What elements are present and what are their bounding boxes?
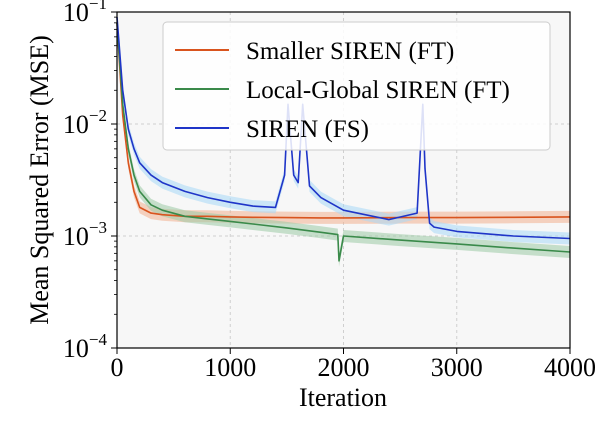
y-axis-label: Mean Squared Error (MSE)	[25, 35, 54, 325]
x-tick-label: 0	[111, 353, 124, 382]
x-axis-label: Iteration	[299, 383, 387, 412]
y-tick-label: 10−2	[63, 106, 107, 139]
legend-entry-label: SIREN (FS)	[246, 116, 369, 143]
legend-box	[162, 21, 551, 151]
plot-frame	[116, 11, 571, 349]
legend-entry-label: Smaller SIREN (FT)	[246, 38, 454, 65]
y-tick-label: 10−4	[63, 330, 108, 363]
y-tick-label: 10−1	[63, 0, 107, 27]
series-line-0	[116, 22, 571, 219]
series-line-1	[116, 22, 571, 262]
y-tick-label: 10−3	[63, 218, 107, 251]
x-axis-ticks: 0 1000 2000 3000 4000	[111, 348, 596, 382]
x-tick-label: 3000	[431, 353, 483, 382]
x-tick-label: 1000	[204, 353, 256, 382]
x-tick-label: 2000	[318, 353, 370, 382]
legend-entry-label: Local-Global SIREN (FT)	[246, 77, 510, 104]
legend: Smaller SIREN (FT) Local-Global SIREN (FT…	[162, 21, 551, 151]
series-line-2	[116, 17, 571, 240]
y-axis-ticks: 10−4 10−3 10−2 10−1	[63, 0, 117, 363]
x-tick-label: 4000	[544, 353, 596, 382]
series-lines	[116, 17, 571, 262]
